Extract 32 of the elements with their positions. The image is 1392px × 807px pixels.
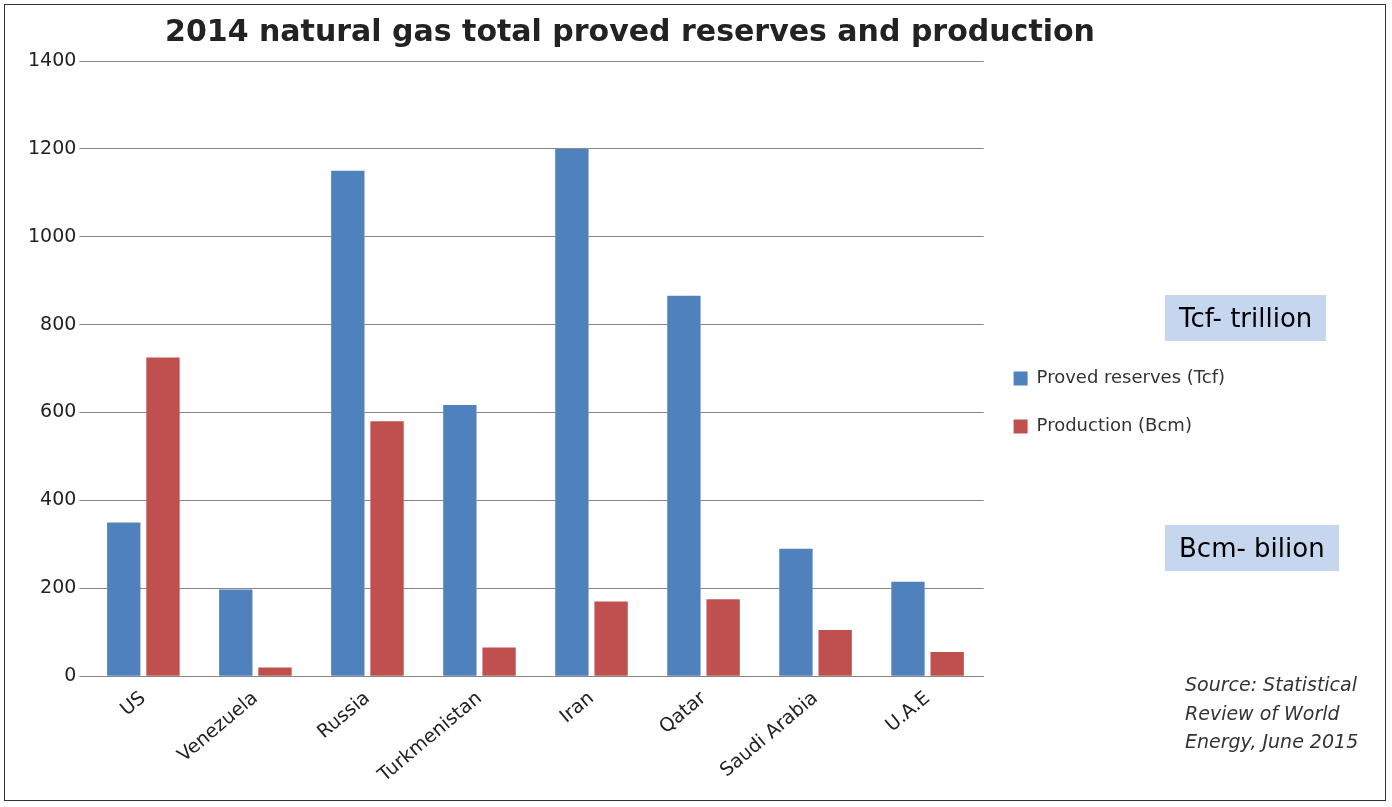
bar [107, 522, 141, 676]
bar [482, 647, 516, 676]
y-tick-label: 400 [40, 487, 77, 510]
legend-label: Proved reserves (Tcf) [1036, 366, 1225, 388]
y-tick-label: 0 [64, 663, 77, 686]
x-tick-label: US [115, 685, 150, 720]
bar [667, 295, 701, 676]
x-tick-label: Iran [554, 685, 598, 727]
bar [331, 170, 365, 676]
y-tick-label: 200 [40, 575, 77, 598]
legend-label: Production (Bcm) [1036, 414, 1192, 436]
y-tick-label: 800 [40, 311, 77, 334]
text: Bcm- bilion [1165, 525, 1339, 571]
bar [594, 601, 628, 676]
bar [930, 652, 964, 676]
y-tick-label: 600 [40, 399, 77, 422]
bar [258, 667, 292, 676]
bar [219, 589, 253, 676]
bar [779, 548, 813, 676]
bar [818, 630, 852, 676]
chart-title: 2014 natural gas total proved reserves and production [165, 12, 1095, 48]
bar [555, 148, 589, 676]
bar [146, 357, 180, 676]
y-tick-label: 1000 [27, 223, 77, 246]
y-tick-label: 1400 [27, 47, 77, 70]
bar [370, 421, 404, 676]
bar [891, 581, 925, 676]
bar [706, 599, 740, 676]
text: Tcf- trillion [1165, 295, 1327, 341]
bar [443, 405, 477, 676]
source-note: Source: Statistical Review of World Energy, June 2015 [1185, 672, 1360, 754]
y-tick-label: 1200 [27, 135, 77, 158]
